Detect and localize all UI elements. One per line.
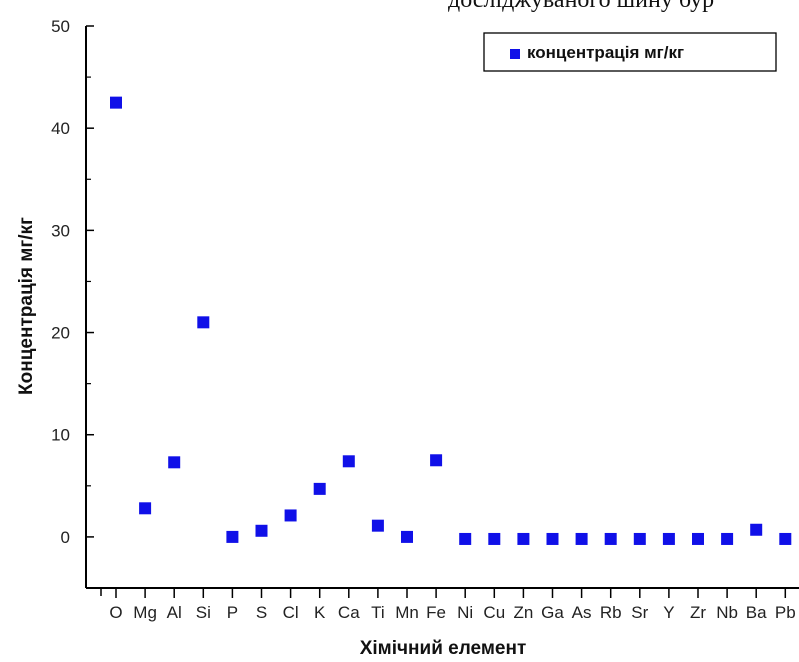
x-tick-label-ni: Ni bbox=[457, 603, 473, 622]
x-axis-title: Хімічний елемент bbox=[360, 638, 527, 659]
data-point-cl bbox=[284, 509, 297, 522]
x-tick-label-zr: Zr bbox=[690, 603, 706, 622]
data-point-p bbox=[226, 530, 239, 543]
data-point-sr bbox=[633, 532, 646, 545]
x-tick-label-pb: Pb bbox=[775, 603, 796, 622]
data-point-mg bbox=[139, 502, 152, 515]
y-tick-label: 10 bbox=[51, 426, 70, 445]
data-point-y bbox=[662, 532, 675, 545]
data-point-as bbox=[575, 532, 588, 545]
x-tick-label-mn: Mn bbox=[395, 603, 419, 622]
x-tick-label-cl: Cl bbox=[283, 603, 299, 622]
data-point-zr bbox=[692, 532, 704, 545]
y-tick-label: 20 bbox=[51, 324, 70, 343]
x-tick-label-y: Y bbox=[663, 603, 674, 622]
x-tick-label-cu: Cu bbox=[483, 603, 505, 622]
data-point-zn bbox=[517, 532, 530, 545]
x-tick-label-ti: Ti bbox=[371, 603, 385, 622]
x-tick-label-ba: Ba bbox=[746, 603, 767, 622]
data-point-ti bbox=[371, 519, 384, 532]
x-ticks: O Mg Al Si P S Cl K Ca Ti Mn Fe Ni Cu Zn Ga As Rb Sr Y Zr Nb B… bbox=[100, 588, 796, 622]
data-point-ca bbox=[342, 455, 355, 468]
data-point-o bbox=[110, 96, 122, 109]
data-point-ga bbox=[546, 532, 559, 545]
data-point-cu bbox=[488, 532, 501, 545]
x-tick-label-rb: Rb bbox=[600, 603, 622, 622]
x-tick-label-s: S bbox=[256, 603, 267, 622]
x-tick-label-sr: Sr bbox=[631, 603, 648, 622]
x-tick-label-as: As bbox=[572, 603, 592, 622]
x-tick-label-fe: Fe bbox=[426, 603, 446, 622]
data-point-s bbox=[255, 524, 268, 537]
data-point-mn bbox=[401, 530, 413, 543]
data-point-si bbox=[197, 316, 210, 329]
y-tick-label: 50 bbox=[51, 17, 70, 36]
x-tick-label-nb: Nb bbox=[716, 603, 738, 622]
x-tick-label-ca: Ca bbox=[338, 603, 360, 622]
y-axis-title: Концентрація мг/кг bbox=[16, 217, 37, 395]
data-point-pb bbox=[779, 532, 792, 545]
legend: концентрація мг/кг bbox=[483, 32, 777, 72]
data-point-rb bbox=[604, 532, 617, 545]
x-tick-label-al: Al bbox=[167, 603, 182, 622]
legend-box bbox=[483, 32, 777, 72]
y-tick-label: 30 bbox=[51, 221, 70, 240]
x-tick-label-mg: Mg bbox=[133, 603, 157, 622]
x-tick-label-k: K bbox=[314, 603, 326, 622]
data-points bbox=[110, 96, 792, 545]
data-point-ba bbox=[750, 523, 763, 536]
y-ticks: 0 10 20 30 40 50 bbox=[51, 17, 94, 589]
x-tick-label-ga: Ga bbox=[541, 603, 564, 622]
top-caption: досліджуваного шину бур bbox=[448, 0, 714, 13]
y-tick-label: 0 bbox=[61, 528, 70, 547]
data-point-nb bbox=[721, 532, 734, 545]
y-tick-label: 40 bbox=[51, 119, 70, 138]
x-tick-label-zn: Zn bbox=[513, 603, 533, 622]
data-point-fe bbox=[430, 454, 443, 467]
x-tick-label-o: O bbox=[109, 603, 122, 622]
x-tick-label-p: P bbox=[227, 603, 238, 622]
data-point-al bbox=[168, 456, 181, 469]
x-tick-label-si: Si bbox=[196, 603, 211, 622]
legend-label: концентрація мг/кг bbox=[527, 43, 684, 62]
data-point-k bbox=[313, 482, 326, 495]
legend-marker bbox=[510, 49, 520, 59]
data-point-ni bbox=[459, 532, 472, 545]
